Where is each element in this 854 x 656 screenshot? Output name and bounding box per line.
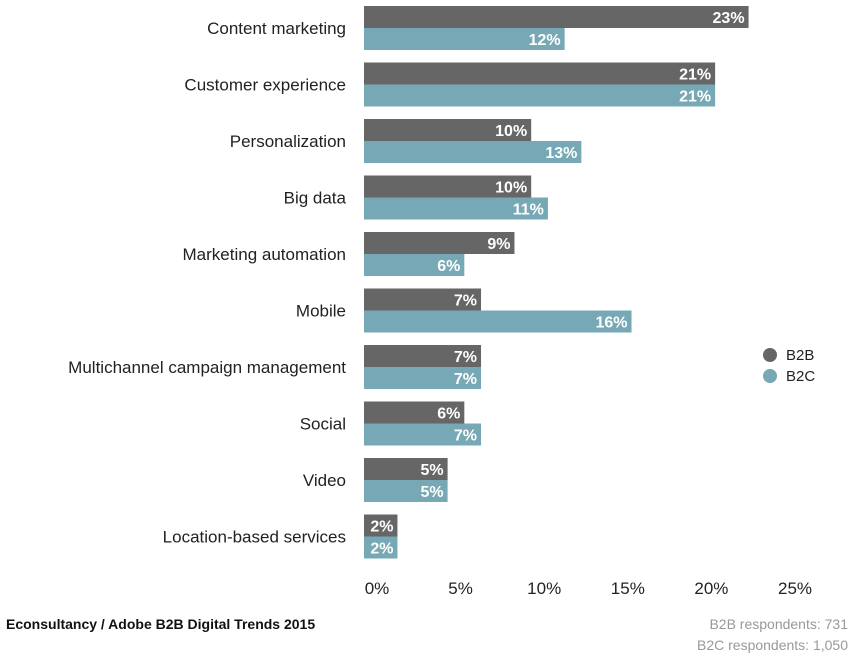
legend-marker-b2b <box>763 348 777 362</box>
bar-b2b-personalization <box>364 119 532 141</box>
category-labels: Content marketing Customer experience Pers… <box>68 19 346 547</box>
category-label-big-data: Big data <box>284 189 347 208</box>
bar-b2b-customer-experience <box>364 62 716 85</box>
x-tick-10: 10% <box>527 579 561 598</box>
x-axis-ticks: 0% 5% 10% 15% 20% 25% <box>365 579 812 598</box>
bar-b2b-location-based-services <box>364 514 398 537</box>
value-label-b2b-multichannel-campaign-management: 7% <box>454 349 477 366</box>
value-label-b2c-multichannel-campaign-management: 7% <box>454 371 477 388</box>
bar-b2c-personalization <box>364 141 582 163</box>
category-label-customer-experience: Customer experience <box>184 76 346 95</box>
value-label-b2c-mobile: 16% <box>595 315 627 332</box>
value-label-b2c-marketing-automation: 6% <box>437 258 460 275</box>
bar-b2c-marketing-automation <box>364 254 465 276</box>
respondents-note: B2B respondents: 731 B2C respondents: 1,… <box>697 614 848 656</box>
bar-b2b-mobile <box>364 288 482 311</box>
value-label-b2b-personalization: 10% <box>495 123 527 140</box>
category-label-social: Social <box>300 415 346 434</box>
category-label-content-marketing: Content marketing <box>207 19 346 38</box>
value-label-b2c-video: 5% <box>420 484 443 501</box>
bar-b2c-mobile <box>364 310 632 333</box>
category-label-location-based-services: Location-based services <box>163 528 346 547</box>
value-label-b2c-personalization: 13% <box>545 145 577 162</box>
legend-label-b2b: B2B <box>786 347 814 364</box>
bar-chart: Content marketing Customer experience Pers… <box>68 6 815 598</box>
bar-b2c-video <box>364 480 448 502</box>
bar-b2b-social <box>364 401 465 424</box>
x-tick-20: 20% <box>694 579 728 598</box>
value-label-b2c-customer-experience: 21% <box>679 89 711 106</box>
value-label-b2c-content-marketing: 12% <box>529 32 561 49</box>
x-tick-15: 15% <box>611 579 645 598</box>
bar-b2b-content-marketing <box>364 6 749 28</box>
value-label-b2b-customer-experience: 21% <box>679 67 711 84</box>
x-tick-25: 25% <box>778 579 812 598</box>
legend-marker-b2c <box>763 369 777 383</box>
legend-label-b2c: B2C <box>786 368 815 385</box>
bars <box>364 6 749 559</box>
bar-b2c-social <box>364 423 482 446</box>
value-label-b2b-big-data: 10% <box>495 180 527 197</box>
bar-b2b-multichannel-campaign-management <box>364 345 482 367</box>
bar-b2b-video <box>364 458 448 480</box>
bar-b2b-big-data <box>364 175 532 198</box>
bar-b2c-big-data <box>364 197 548 220</box>
category-label-multichannel-campaign-management: Multichannel campaign management <box>68 358 346 377</box>
x-tick-5: 5% <box>448 579 473 598</box>
bar-b2c-multichannel-campaign-management <box>364 367 482 389</box>
value-label-b2b-social: 6% <box>437 406 460 423</box>
category-label-video: Video <box>303 471 346 490</box>
value-label-b2b-content-marketing: 23% <box>713 10 745 27</box>
bar-b2c-content-marketing <box>364 28 565 50</box>
x-tick-0: 0% <box>365 579 390 598</box>
value-label-b2c-social: 7% <box>454 428 477 445</box>
bar-b2b-marketing-automation <box>364 232 515 254</box>
value-label-b2b-location-based-services: 2% <box>370 519 393 536</box>
bar-b2c-location-based-services <box>364 536 398 559</box>
value-label-b2c-big-data: 11% <box>513 202 544 219</box>
source-note: Econsultancy / Adobe B2B Digital Trends … <box>6 616 316 632</box>
bar-b2c-customer-experience <box>364 84 716 107</box>
b2c-respondents: B2C respondents: 1,050 <box>697 637 848 653</box>
category-label-mobile: Mobile <box>296 302 346 321</box>
value-label-b2c-location-based-services: 2% <box>370 541 393 558</box>
value-label-b2b-marketing-automation: 9% <box>487 236 510 253</box>
value-labels: 23% 12% 21% 21% 10% 13% 10% 11%9% 6% 7% 16% 7% 7% 6% 7… <box>370 10 744 558</box>
category-label-personalization: Personalization <box>230 132 346 151</box>
category-label-marketing-automation: Marketing automation <box>183 245 346 264</box>
b2b-respondents: B2B respondents: 731 <box>709 616 848 632</box>
value-label-b2b-video: 5% <box>420 462 443 479</box>
value-label-b2b-mobile: 7% <box>454 293 477 310</box>
